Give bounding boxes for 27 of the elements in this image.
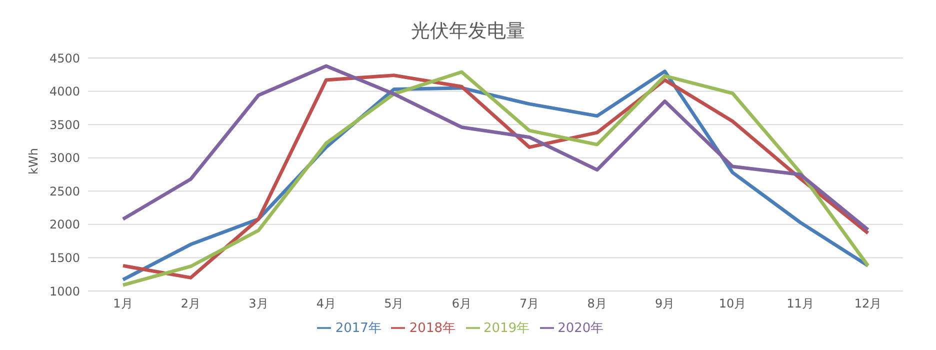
y-tick-label: 3000 — [49, 151, 80, 166]
x-tick-label: 2月 — [180, 296, 201, 311]
legend-label: 2019年 — [484, 321, 530, 336]
legend-label: 2017年 — [335, 321, 382, 336]
y-tick-label: 2000 — [49, 218, 80, 232]
x-tick-label: 5月 — [384, 296, 404, 311]
x-tick-label: 7月 — [520, 296, 540, 311]
x-tick-label: 1月 — [113, 296, 133, 311]
line-series — [121, 64, 870, 232]
y-tick-label: 3500 — [49, 118, 80, 132]
y-tick-label: 1000 — [49, 284, 80, 298]
x-tick-label: 9月 — [655, 296, 675, 311]
chart-title: 光伏年发电量 — [410, 19, 526, 44]
x-tick-label: 11月 — [786, 296, 814, 311]
legend-label: 2018年 — [409, 321, 456, 336]
x-tick-label: 3月 — [248, 296, 268, 311]
y-tick-label: 2500 — [49, 184, 80, 198]
x-tick-label: 10月 — [718, 296, 746, 311]
x-tick-label: 4月 — [316, 296, 336, 311]
x-tick-label: 12月 — [854, 296, 882, 311]
y-axis-title: kWh — [26, 148, 40, 174]
y-tick-label: 1500 — [49, 250, 80, 265]
legend-label: 2020年 — [558, 321, 604, 336]
y-tick-label: 4500 — [49, 51, 80, 66]
x-tick-label: 6月 — [452, 296, 472, 311]
x-tick-label: 8月 — [587, 296, 607, 311]
y-tick-label: 4000 — [49, 84, 80, 99]
